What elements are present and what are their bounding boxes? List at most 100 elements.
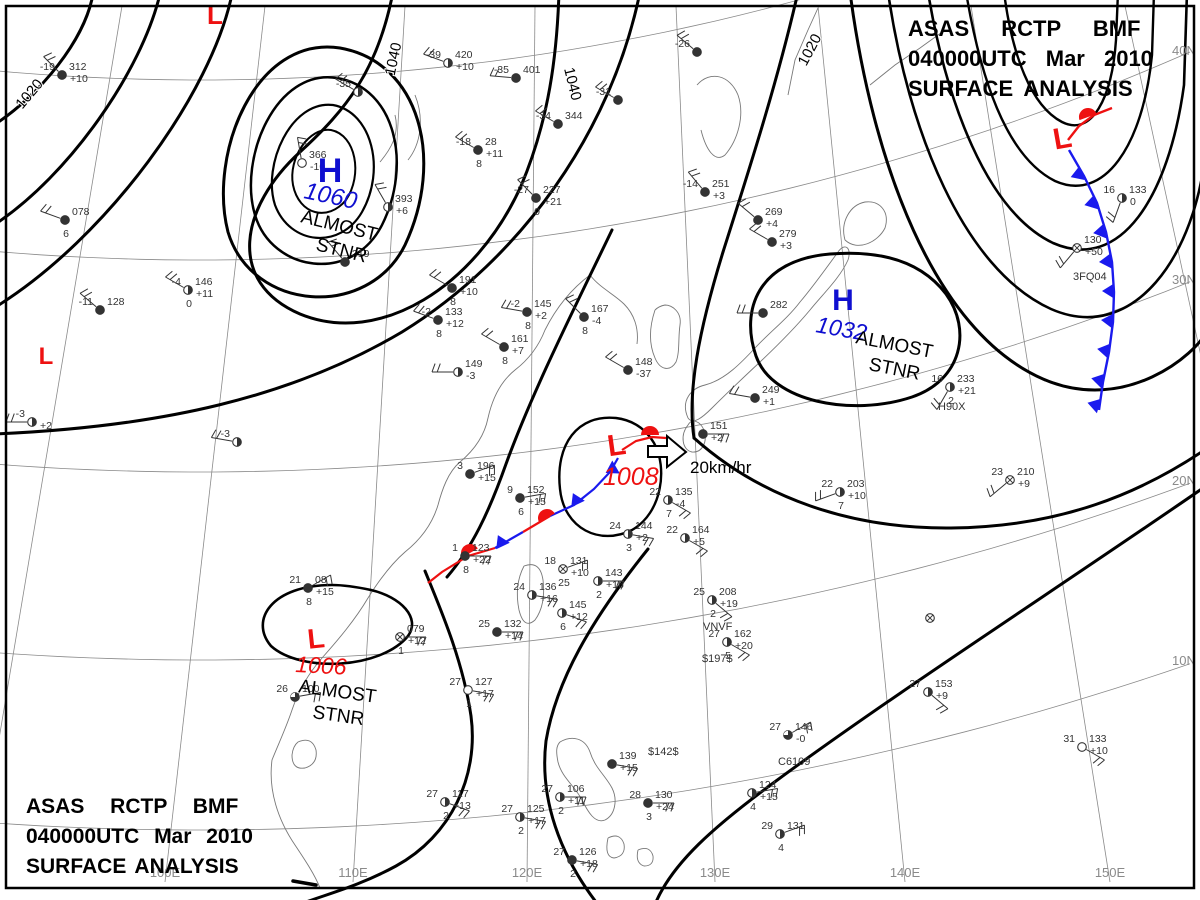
cold-front-triangle: [1070, 166, 1085, 180]
station-tendency: +15: [620, 762, 638, 774]
wind-barb-feather: [458, 808, 465, 817]
title-line-type: SURFACE ANALYSIS: [26, 855, 239, 878]
station-pressure: 249: [762, 384, 780, 396]
wind-barb-feather: [648, 538, 655, 547]
station-plot: -19 312+10: [40, 52, 88, 85]
wind-barb-feather: [580, 621, 587, 630]
wind-barb-feather: [620, 580, 625, 590]
high-center-symbol: H: [832, 284, 854, 317]
wind-barb-feather: [632, 768, 639, 777]
map-border: [4, 4, 1196, 890]
station-temp: 22: [649, 486, 661, 498]
wind-barb-feather: [676, 30, 686, 36]
station-tendency: +10: [848, 490, 866, 502]
station-plot: 139+15: [607, 750, 639, 777]
wind-barb-feather: [297, 136, 307, 140]
isobar-line: [849, 0, 1200, 392]
coastline: [606, 835, 625, 859]
station-circle: [553, 119, 563, 129]
wind-barb: [687, 171, 703, 189]
station-tendency: -37: [636, 368, 651, 380]
station-plot: 16 233+21 2: [930, 373, 976, 410]
station-temp: -34: [536, 110, 551, 122]
station-plot: 143+16 2: [593, 567, 625, 601]
station-temp: 1: [452, 542, 458, 554]
station-pressure: 144: [635, 520, 653, 532]
front-line-warm: [621, 435, 667, 451]
coastline-layer: [270, 7, 946, 889]
station-tendency: +3: [780, 240, 792, 252]
station-low: 2: [558, 805, 564, 817]
wind-barb: [632, 534, 654, 540]
meridian-line: [1124, 5, 1200, 354]
station-circle: [297, 158, 307, 168]
station-plot: 269+4: [737, 198, 783, 230]
wind-barb-feather: [605, 350, 613, 358]
station-tendency: +11: [568, 795, 585, 807]
station-pressure: 152: [527, 484, 545, 496]
wind-barb-feather: [488, 694, 495, 703]
station-plot: 27 127+17 1: [449, 676, 495, 710]
wind-barb: [689, 540, 708, 552]
wind-barb: [335, 78, 354, 90]
station-temp: 25: [693, 586, 705, 598]
station-circle: [473, 145, 483, 155]
title-block-bottom-left: ASAS RCTP BMF 040000UTC Mar 2010 SURFACE…: [26, 792, 253, 882]
station-temp: 22: [821, 478, 833, 490]
station-pressure: 251: [712, 178, 730, 190]
station-extra-text: VNVF: [703, 621, 733, 633]
station-half-fill: [388, 202, 393, 212]
station-half-fill: [628, 529, 633, 539]
station-low: 8: [463, 564, 469, 576]
wind-barb-feather: [210, 429, 217, 438]
wind-barb-feather: [688, 168, 697, 173]
station-tendency: +15: [528, 496, 546, 508]
wind-barb: [327, 241, 343, 259]
station-low: 6: [63, 228, 69, 240]
front-layer: [427, 106, 1116, 584]
cold-front-triangle: [1099, 253, 1112, 269]
station-circle: [499, 342, 509, 352]
front-line-warm: [1067, 106, 1113, 141]
wind-barb-feather: [1097, 759, 1105, 767]
station-plot: 167-4 8: [565, 294, 609, 337]
station-pressure: 08: [315, 574, 327, 586]
station-circle: [57, 70, 67, 80]
station-tendency: +10: [456, 61, 474, 73]
station-pressure: 366: [309, 149, 327, 161]
station-pressure: 126: [579, 846, 597, 858]
station-temp: 16: [931, 373, 943, 385]
wind-barb-feather: [1105, 216, 1114, 223]
station-temp: 23: [991, 466, 1003, 478]
wind-barb: [481, 333, 500, 345]
wind-barb: [211, 436, 233, 442]
wind-barb-feather: [695, 548, 704, 555]
wind-barb-feather: [577, 796, 582, 806]
station-plot: 9 152+15 6: [507, 484, 547, 518]
station-tendency: +50: [1085, 246, 1103, 258]
station-plot: 27 125+17 2: [501, 803, 547, 837]
wind-barb-feather: [683, 512, 691, 520]
center-motion-label: STNR: [311, 702, 365, 730]
station-tendency: +16: [606, 579, 624, 591]
station-pressure: 269: [765, 206, 783, 218]
station-circle: [692, 47, 702, 57]
station-pressure: 203: [847, 478, 865, 490]
station-pressure: 148: [635, 356, 653, 368]
station-temp: 27: [909, 678, 921, 690]
wind-barb-feather: [328, 238, 337, 243]
wind-barb: [792, 721, 811, 733]
station-temp: 22: [666, 524, 678, 536]
isobar-label-layer: 1020 1040 1040 1020: [11, 30, 826, 113]
station-temp: 25: [478, 618, 490, 630]
station-low: 2: [443, 810, 449, 822]
station-tendency: +19: [720, 598, 738, 610]
station-temp: 16: [1103, 184, 1115, 196]
station-extra-text: 3FQ04: [1073, 271, 1107, 283]
station-circle: [623, 365, 633, 375]
title-line-datetime: 040000UTC Mar 2010: [908, 46, 1153, 71]
wind-barb: [1059, 251, 1075, 269]
